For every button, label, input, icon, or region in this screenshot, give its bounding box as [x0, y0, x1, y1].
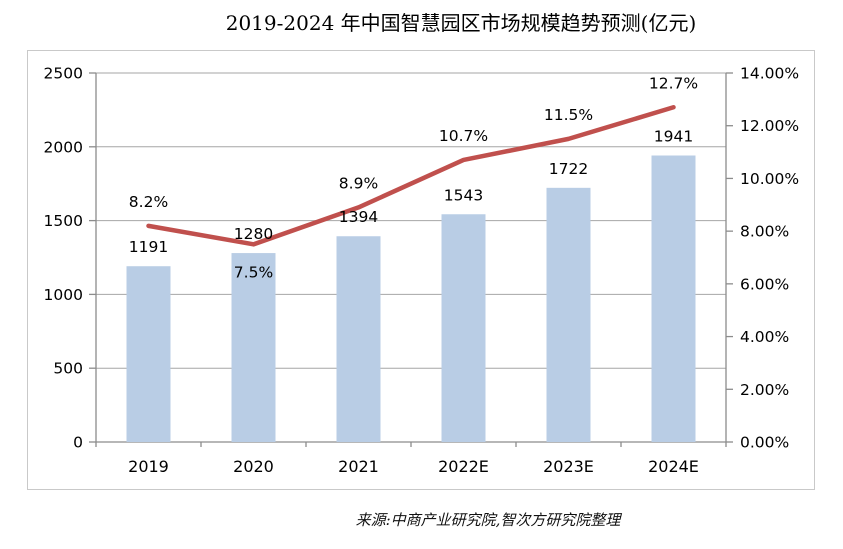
chart-title: 2019-2024 年中国智慧园区市场规模趋势预测(亿元) [225, 11, 697, 35]
value-label-2024E: 1941 [654, 128, 693, 146]
value-label-2020: 1280 [234, 225, 273, 243]
growth-rate-line [146, 105, 676, 247]
value-label-2019: 1191 [129, 238, 168, 256]
right-axis-label: 10.00% [740, 170, 799, 188]
bar-2020 [231, 253, 276, 442]
chart-frame: 0 500 1000 1500 2000 2500 0.00% 2.00% 4.00% 6.00%… [27, 50, 815, 490]
pct-label-2019: 8.2% [129, 193, 168, 211]
x-axis-label-2021: 2021 [338, 457, 379, 476]
right-axis-label: 2.00% [740, 381, 789, 399]
left-axis-label: 2000 [44, 138, 83, 156]
left-axis-label: 500 [53, 360, 83, 378]
x-axis-label-2019: 2019 [128, 457, 169, 476]
pct-label-2023E: 11.5% [544, 106, 593, 124]
x-axis-label-2024E: 2024E [648, 457, 699, 476]
bar-2022E [441, 214, 486, 442]
x-axis-label-2020: 2020 [233, 457, 274, 476]
left-axis-label: 1000 [44, 286, 83, 304]
bar-2021 [336, 236, 381, 442]
x-axis-label-2022E: 2022E [438, 457, 489, 476]
right-axis-label: 6.00% [740, 275, 789, 293]
right-axis-label: 8.00% [740, 223, 789, 241]
pct-label-2024E: 12.7% [649, 74, 698, 92]
right-axis-label: 12.00% [740, 117, 799, 135]
bar-2023E [546, 187, 591, 442]
right-axis-label: 0.00% [740, 434, 789, 452]
left-axis-label: 2500 [44, 65, 83, 83]
left-axis-label: 0 [73, 434, 83, 452]
right-axis-label: 4.00% [740, 328, 789, 346]
pct-label-2022E: 10.7% [439, 127, 488, 145]
value-label-2022E: 1543 [444, 186, 483, 204]
bar-2019 [126, 266, 171, 442]
value-label-2021: 1394 [339, 208, 378, 226]
chart-canvas: 0 500 1000 1500 2000 2500 0.00% 2.00% 4.00% 6.00%… [44, 65, 800, 477]
source-note: 来源:中商产业研究院,智次方研究院整理 [355, 511, 621, 529]
left-axis-label: 1500 [44, 212, 83, 230]
x-axis-label-2023E: 2023E [543, 457, 594, 476]
pct-label-2021: 8.9% [339, 174, 378, 192]
right-axis-label: 14.00% [740, 65, 799, 83]
pct-label-2020: 7.5% [234, 263, 273, 281]
value-label-2023E: 1722 [549, 160, 588, 178]
bar-2024E [651, 155, 696, 442]
